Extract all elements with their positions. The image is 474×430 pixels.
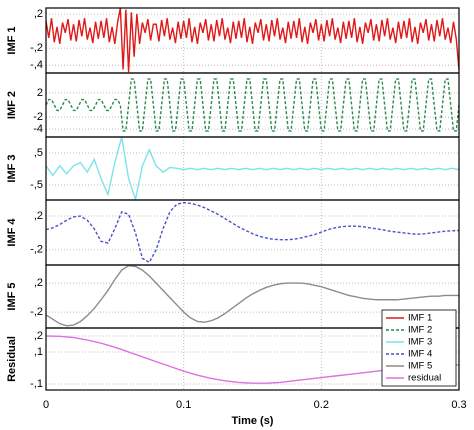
y-tick-label: ,2 (34, 330, 43, 342)
x-axis-label: Time (s) (232, 415, 274, 427)
y-axis-label: IMF 2 (6, 91, 18, 119)
y-tick-label: ,2 (34, 8, 43, 20)
x-tick-label: 0.1 (176, 399, 191, 411)
y-axis-label: IMF 3 (6, 154, 18, 182)
x-tick-label: 0.3 (451, 399, 466, 411)
line-series (46, 265, 459, 327)
line-series (46, 78, 460, 132)
y-tick-label: -,2 (30, 244, 43, 256)
y-tick-label: ,2 (34, 277, 43, 289)
y-tick-label: -,5 (30, 179, 43, 191)
line-series (46, 201, 460, 264)
legend-label: IMF 4 (408, 349, 432, 360)
y-axis-label: Residual (6, 336, 18, 382)
x-tick-label: 0.2 (314, 399, 329, 411)
line-series (46, 8, 460, 73)
legend-box (381, 309, 457, 387)
y-tick-label: ,2 (34, 210, 43, 222)
y-tick-label: -,2 (30, 42, 43, 54)
line-series (46, 137, 460, 200)
y-tick-label: 2 (37, 87, 43, 99)
legend-label: IMF 1 (408, 313, 432, 324)
legend-label: IMF 3 (408, 337, 432, 348)
x-tick-label: 0 (43, 399, 49, 411)
y-tick-label: ,1 (34, 346, 43, 358)
y-axis-label: IMF 1 (6, 26, 18, 54)
y-tick-label: -,4 (30, 59, 43, 71)
y-tick-label: -,1 (30, 378, 43, 390)
y-tick-label: -,2 (30, 306, 43, 318)
panel-frame (45, 327, 460, 391)
legend-label: IMF 5 (408, 361, 432, 372)
y-tick-label: -4 (33, 123, 43, 135)
y-axis-label: IMF 5 (6, 282, 18, 310)
legend-label: residual (408, 373, 441, 384)
y-tick-label: ,5 (34, 147, 43, 159)
legend-label: IMF 2 (408, 325, 432, 336)
y-axis-label: IMF 4 (6, 218, 18, 247)
y-tick-label: -2 (33, 111, 43, 123)
